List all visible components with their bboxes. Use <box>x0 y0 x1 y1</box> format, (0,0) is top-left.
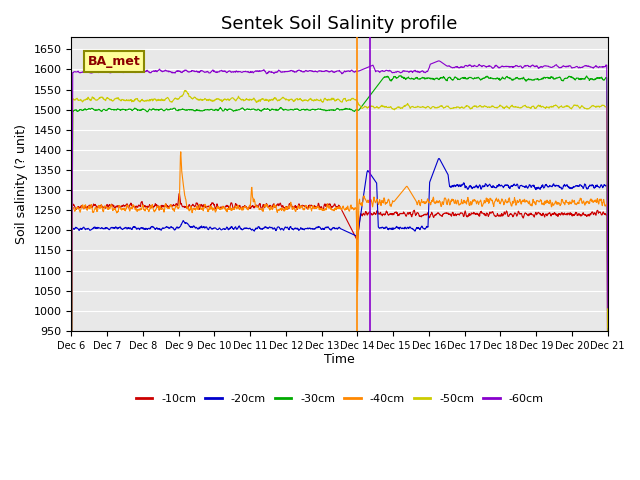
Legend: -10cm, -20cm, -30cm, -40cm, -50cm, -60cm: -10cm, -20cm, -30cm, -40cm, -50cm, -60cm <box>131 389 548 408</box>
Y-axis label: Soil salinity (? unit): Soil salinity (? unit) <box>15 124 28 244</box>
Title: Sentek Soil Salinity profile: Sentek Soil Salinity profile <box>221 15 458 33</box>
X-axis label: Time: Time <box>324 353 355 366</box>
Text: BA_met: BA_met <box>88 55 140 68</box>
